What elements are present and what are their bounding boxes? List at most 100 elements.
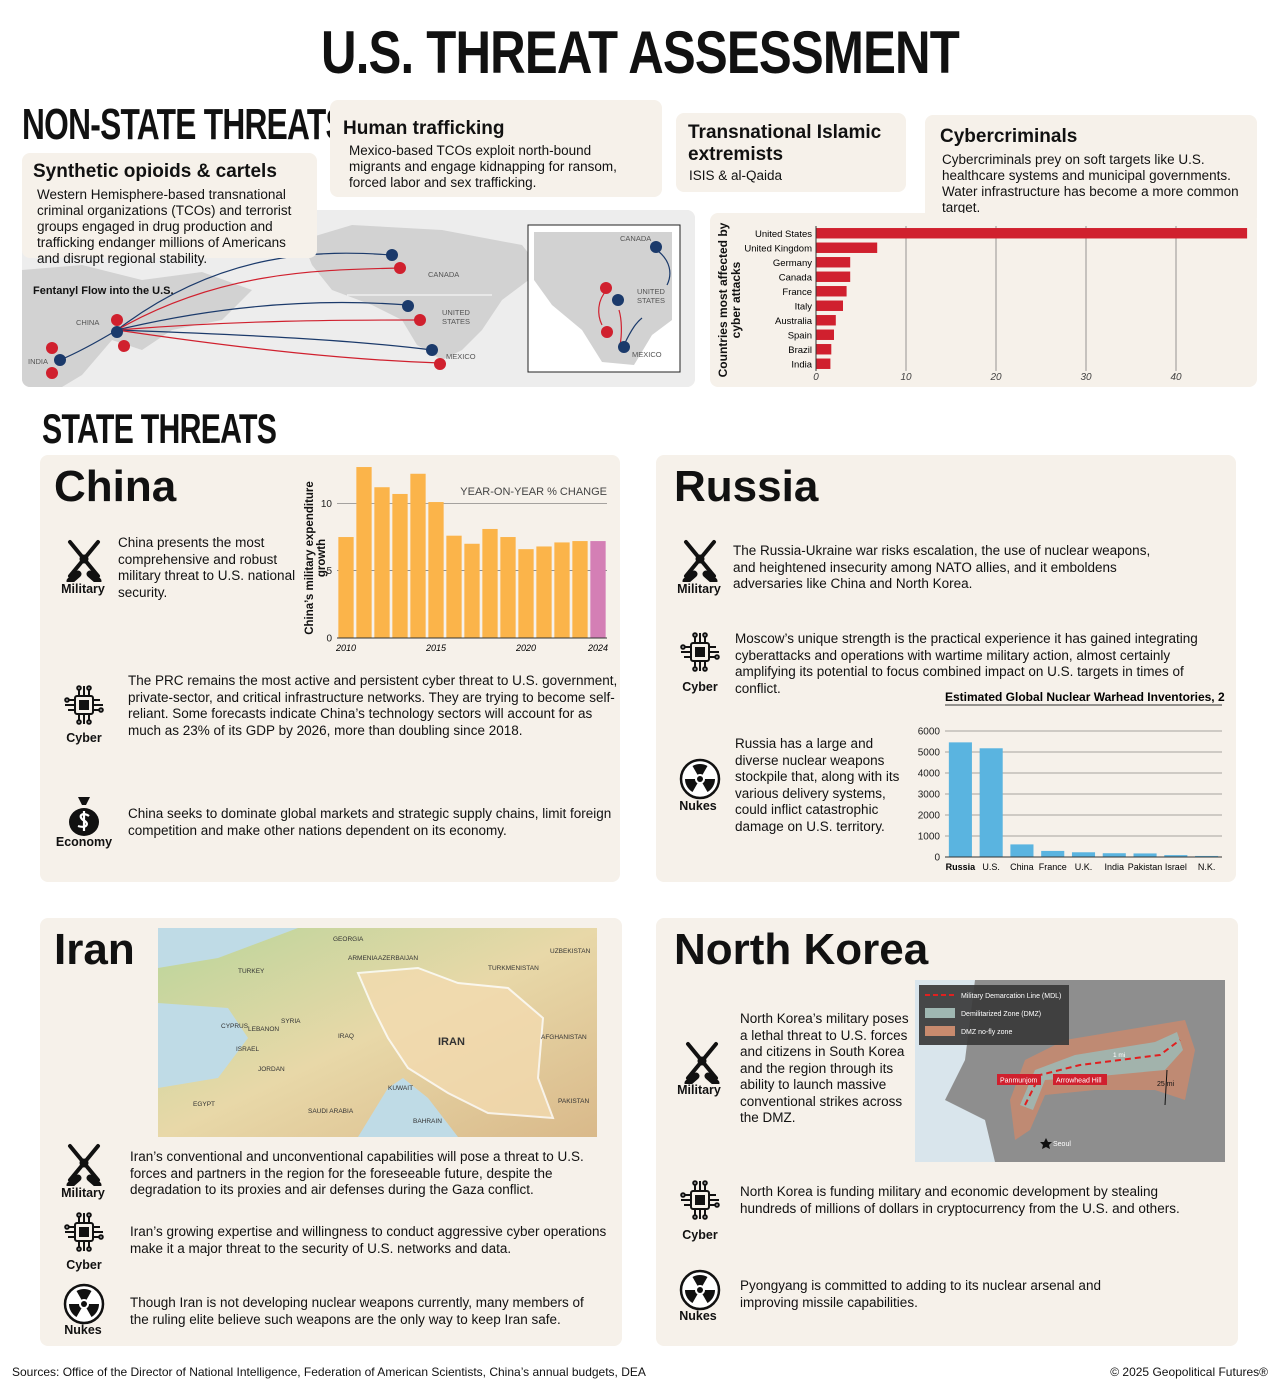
icon: [679, 758, 721, 800]
map-label: ARMENIA: [348, 955, 378, 962]
bar: [979, 748, 1003, 857]
marker: [111, 326, 123, 338]
body-text: Moscow’s unique strength is the practica…: [735, 631, 1198, 696]
bar: [816, 257, 851, 268]
capital-star: [1040, 1138, 1052, 1149]
body-text: China seeks to dominate global markets a…: [128, 806, 612, 838]
map-label: ISRAEL: [236, 1046, 260, 1053]
country-name: Iran: [54, 925, 135, 974]
dmz: [1020, 1032, 1183, 1110]
x-tick-label: France: [1039, 862, 1067, 872]
bar: [518, 549, 534, 638]
legend-label: DMZ no-fly zone: [961, 1029, 1012, 1036]
card-text: Western Hemisphere-based transnational c…: [37, 187, 292, 266]
bar: [816, 286, 847, 297]
map-label: TURKMENISTAN: [488, 965, 539, 972]
bar: [816, 329, 834, 340]
map-label: MEXICO: [446, 352, 476, 361]
nukes-icon: [679, 1269, 721, 1311]
y-tick-label: 10: [321, 499, 333, 510]
y-tick-label: 2000: [918, 811, 941, 822]
icon: [63, 1283, 105, 1325]
bar: [392, 493, 408, 638]
economy-icon: [69, 797, 99, 836]
y-tick-label: 5: [326, 566, 332, 577]
legend-key: [925, 1026, 955, 1036]
bar: [410, 473, 426, 638]
map-label: AZERBAIJAN: [378, 955, 419, 962]
bar: [590, 541, 606, 638]
cyber-chart: 0 10 20 30 40 United States United Kingdom Germ…: [744, 226, 1248, 383]
icon-label: Military: [61, 1186, 105, 1200]
icon-label: Cyber: [682, 680, 718, 694]
map-label: INDIA: [28, 357, 49, 366]
body-text: Iran’s conventional and unconventional c…: [130, 1149, 584, 1197]
y-tick-label: 3000: [918, 790, 941, 801]
map-label: TURKEY: [238, 968, 265, 975]
marker: [46, 342, 58, 354]
x-tick-label: Russia: [946, 862, 977, 872]
marker: [394, 262, 406, 274]
body-text: North Korea is funding military and econ…: [740, 1184, 1180, 1216]
flow-arrow: [116, 329, 433, 351]
y-tick-label: 4000: [918, 769, 941, 780]
card: Transnational Islamic extremists ISIS & …: [676, 113, 906, 192]
bar: [446, 535, 462, 638]
map-label: UNITED STATES: [442, 308, 471, 326]
x-tick-label: U.S.: [982, 862, 1000, 872]
annotation: YEAR-ON-YEAR % CHANGE: [460, 486, 607, 498]
china-chart: 0 5 10 2010 2015 2020 2024 YEAR-ON-YEAR % CHANG…: [321, 467, 608, 653]
x-tick-label: India: [1105, 862, 1125, 872]
y-tick-label: India: [791, 359, 812, 370]
bar: [1102, 853, 1126, 857]
military-icon: [682, 540, 718, 582]
bar: [464, 543, 480, 638]
map-label: 25 mi: [1157, 1081, 1175, 1088]
military-icon: [66, 1144, 102, 1186]
flow-arrow: [116, 319, 421, 331]
country-panel: [656, 455, 1236, 882]
bar: [816, 242, 878, 253]
x-tick-label: 30: [1080, 372, 1092, 383]
land: [534, 232, 672, 365]
y-tick-label: Brazil: [788, 345, 812, 356]
marker: [600, 282, 612, 294]
dmz-map: Military Demarcation Line (MDL) Demilitar…: [915, 980, 1225, 1162]
card-text: ISIS & al-Qaida: [689, 168, 783, 183]
y-tick-label: 0: [326, 634, 332, 645]
icon-label: Nukes: [64, 1323, 102, 1337]
bar: [816, 344, 832, 355]
chart-panel: [710, 213, 1257, 387]
y-tick-label: 5000: [918, 748, 941, 759]
country-name: Russia: [674, 462, 819, 511]
x-tick-label: 2020: [515, 643, 536, 653]
y-tick-label: United Kingdom: [744, 243, 812, 254]
bar: [816, 300, 843, 311]
y-tick-label: Spain: [788, 330, 812, 341]
label-box: [1053, 1074, 1107, 1085]
country-name: North Korea: [674, 925, 929, 974]
card: Cybercriminals Cybercriminals prey on so…: [925, 115, 1257, 225]
icon-label: Economy: [55, 835, 113, 849]
card: Human trafficking Mexico-based TCOs expl…: [330, 100, 662, 197]
y-tick-label: Germany: [773, 258, 812, 269]
axis-title: Countries most affected by cyber attacks: [716, 222, 743, 378]
body-text: Though Iran is not developing nuclear we…: [130, 1295, 584, 1327]
map-label: UNITED STATES: [637, 287, 666, 305]
icon-label: Cyber: [682, 1228, 718, 1242]
flow-arrow: [116, 301, 409, 331]
flow-arrow: [116, 252, 393, 331]
map-label: SYRIA: [281, 1018, 301, 1025]
map-label: GEORGIA: [333, 936, 364, 943]
marker: [46, 367, 58, 379]
iran-map: [158, 928, 597, 1137]
flow-arrow: [116, 267, 401, 331]
x-tick-label: Pakistan: [1128, 862, 1163, 872]
cyber-icon: [64, 685, 104, 725]
map-label: IRAQ: [338, 1033, 354, 1040]
label-box: [997, 1074, 1041, 1085]
y-tick-label: France: [782, 287, 812, 298]
marker: [434, 358, 446, 370]
map-label: Seoul: [1053, 1141, 1071, 1148]
section-heading: STATE THREATS: [42, 405, 277, 452]
